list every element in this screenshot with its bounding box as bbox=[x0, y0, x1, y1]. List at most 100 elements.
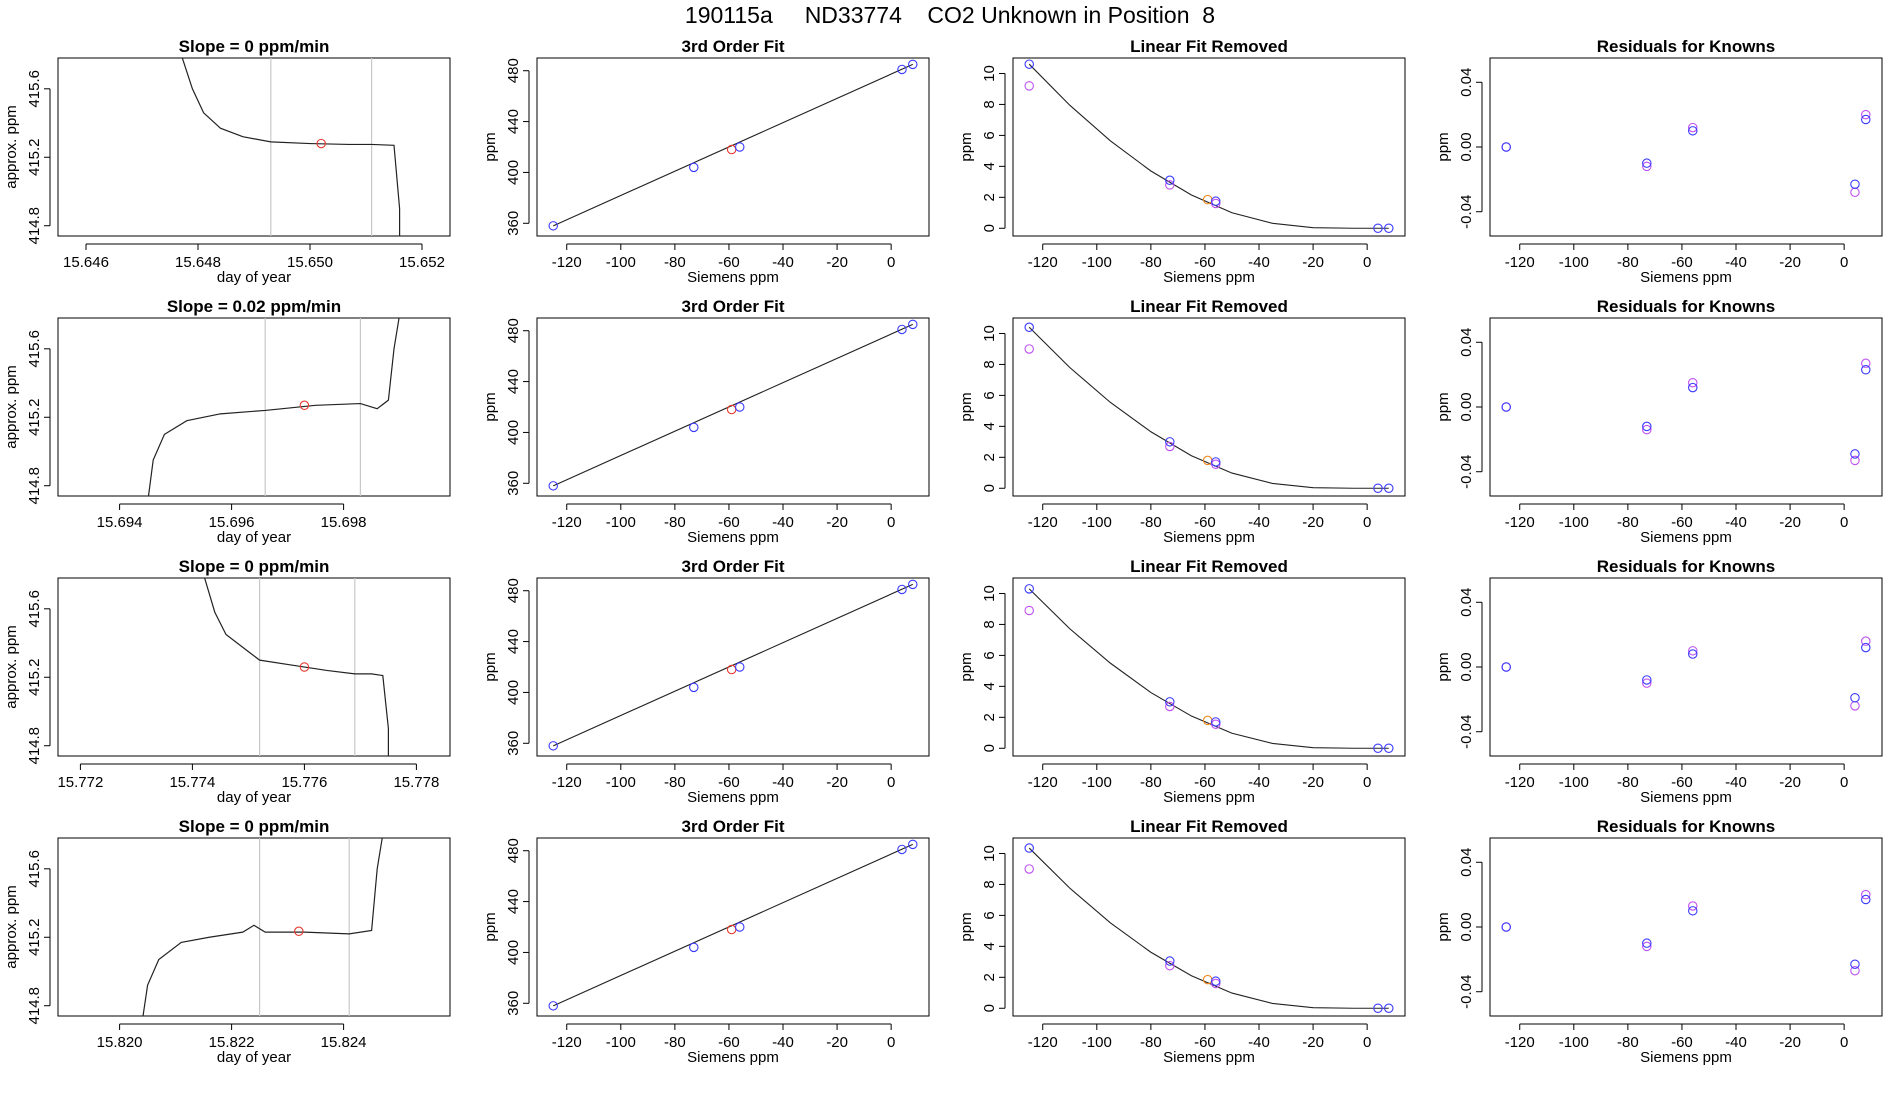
y-tick-label: -0.04 bbox=[1458, 455, 1475, 489]
x-tick-label: -120 bbox=[1028, 514, 1058, 531]
data-point bbox=[1642, 941, 1652, 952]
x-tick-label: -100 bbox=[1559, 1034, 1589, 1051]
plot-area bbox=[1501, 889, 1871, 976]
x-tick-label: -120 bbox=[1028, 254, 1058, 271]
data-point bbox=[1501, 142, 1511, 152]
x-axis-label: Siemens ppm bbox=[1163, 269, 1255, 286]
data-point bbox=[1861, 109, 1871, 120]
data-point bbox=[897, 844, 907, 855]
plot-frame bbox=[57, 317, 451, 497]
chart-r2-fit: 3rd Order Fit -120 -100 -80 -60 -40 -20 0 Siemen… bbox=[482, 297, 930, 546]
data-point bbox=[1211, 457, 1221, 467]
data-point bbox=[1642, 678, 1652, 688]
plot-frame bbox=[1012, 317, 1406, 497]
chart-r4-raw: Slope = 0 ppm/min 15.820 15.822 15.824 day o… bbox=[3, 817, 451, 1066]
plot-area bbox=[181, 58, 401, 236]
data-point bbox=[689, 162, 699, 173]
data-point bbox=[1211, 717, 1221, 727]
x-tick-label: -80 bbox=[664, 774, 686, 791]
data-point bbox=[294, 926, 304, 937]
data-point bbox=[1850, 187, 1860, 198]
x-tick-label: -100 bbox=[1082, 774, 1112, 791]
y-tick-label: 0 bbox=[981, 224, 998, 232]
x-tick-label: 15.778 bbox=[393, 774, 439, 791]
x-tick-label: -60 bbox=[1671, 254, 1693, 271]
x-axis-label: day of year bbox=[217, 269, 291, 286]
data-point bbox=[1165, 960, 1175, 971]
data-point bbox=[1384, 743, 1394, 754]
data-point bbox=[1165, 437, 1175, 447]
chart-title: Slope = 0 ppm/min bbox=[179, 817, 330, 836]
x-tick-label: -20 bbox=[1779, 514, 1801, 531]
data-point bbox=[1384, 223, 1394, 234]
y-tick-label: 360 bbox=[505, 211, 522, 236]
x-tick-label: 15.822 bbox=[209, 1034, 255, 1051]
x-tick-label: -100 bbox=[1559, 774, 1589, 791]
data-point bbox=[1165, 701, 1175, 712]
data-point bbox=[1861, 894, 1871, 905]
y-tick-label: 0.04 bbox=[1458, 848, 1475, 877]
data-point bbox=[726, 664, 737, 675]
plot-frame bbox=[1012, 837, 1406, 1017]
data-point bbox=[1024, 843, 1034, 853]
data-point bbox=[897, 584, 907, 595]
x-axis-label: day of year bbox=[217, 789, 291, 806]
plot-area bbox=[1501, 636, 1871, 711]
data-point bbox=[1165, 441, 1175, 452]
x-tick-label: -40 bbox=[1725, 1034, 1747, 1051]
y-tick-label: 415.6 bbox=[26, 330, 43, 368]
chart-r4-fit: 3rd Order Fit -120 -100 -80 -60 -40 -20 0 Siemen… bbox=[482, 817, 930, 1066]
x-tick-label: -40 bbox=[1248, 254, 1270, 271]
x-axis-label: Siemens ppm bbox=[1640, 789, 1732, 806]
data-point bbox=[1642, 424, 1652, 435]
x-tick-label: -100 bbox=[606, 774, 636, 791]
plot-area bbox=[548, 839, 918, 1011]
x-axis-label: Siemens ppm bbox=[687, 269, 779, 286]
plot-frame bbox=[1489, 837, 1883, 1017]
chart-title: Linear Fit Removed bbox=[1130, 37, 1288, 56]
y-axis-label: ppm bbox=[958, 912, 975, 941]
x-tick-label: 0 bbox=[887, 514, 895, 531]
data-point bbox=[1384, 483, 1394, 494]
x-tick-label: -100 bbox=[1082, 254, 1112, 271]
data-point bbox=[1861, 642, 1871, 653]
x-tick-label: -80 bbox=[1140, 254, 1162, 271]
x-tick-label: -80 bbox=[1140, 774, 1162, 791]
x-tick-label: -40 bbox=[772, 774, 794, 791]
data-point bbox=[1850, 692, 1860, 703]
x-tick-label: 0 bbox=[887, 774, 895, 791]
data-point bbox=[897, 64, 907, 75]
x-tick-label: -40 bbox=[772, 1034, 794, 1051]
y-axis-label: ppm bbox=[958, 392, 975, 421]
x-tick-label: 15.650 bbox=[287, 254, 333, 271]
y-tick-label: 360 bbox=[505, 731, 522, 756]
data-point bbox=[299, 400, 310, 411]
y-tick-label: 360 bbox=[505, 471, 522, 496]
chart-title: Slope = 0.02 ppm/min bbox=[167, 297, 341, 316]
x-tick-label: -80 bbox=[1140, 514, 1162, 531]
x-tick-label: 0 bbox=[1840, 254, 1848, 271]
figure-title: 190115a ND33774 CO2 Unknown in Position … bbox=[684, 2, 1216, 28]
chart-title: 3rd Order Fit bbox=[682, 37, 785, 56]
data-point bbox=[1024, 344, 1034, 354]
chart-title: Residuals for Knowns bbox=[1597, 557, 1776, 576]
x-tick-label: 0 bbox=[1363, 1034, 1371, 1051]
chart-title: Linear Fit Removed bbox=[1130, 557, 1288, 576]
chart-title: Residuals for Knowns bbox=[1597, 37, 1776, 56]
chart-r1-raw: Slope = 0 ppm/min 15.646 15.648 15.650 15.65… bbox=[3, 37, 451, 286]
data-point bbox=[1642, 421, 1652, 432]
data-point bbox=[1165, 697, 1175, 707]
data-point bbox=[1165, 175, 1175, 186]
chart-title: Residuals for Knowns bbox=[1597, 297, 1776, 316]
data-point bbox=[1165, 180, 1175, 190]
x-tick-label: -60 bbox=[718, 774, 740, 791]
y-tick-label: 2 bbox=[981, 713, 998, 721]
chart-title: 3rd Order Fit bbox=[682, 297, 785, 316]
data-point bbox=[548, 481, 558, 491]
y-tick-label: 0.00 bbox=[1458, 652, 1475, 681]
data-point bbox=[897, 324, 907, 335]
plot-frame bbox=[1489, 577, 1883, 757]
data-point bbox=[1211, 196, 1221, 206]
y-tick-label: 440 bbox=[505, 109, 522, 134]
